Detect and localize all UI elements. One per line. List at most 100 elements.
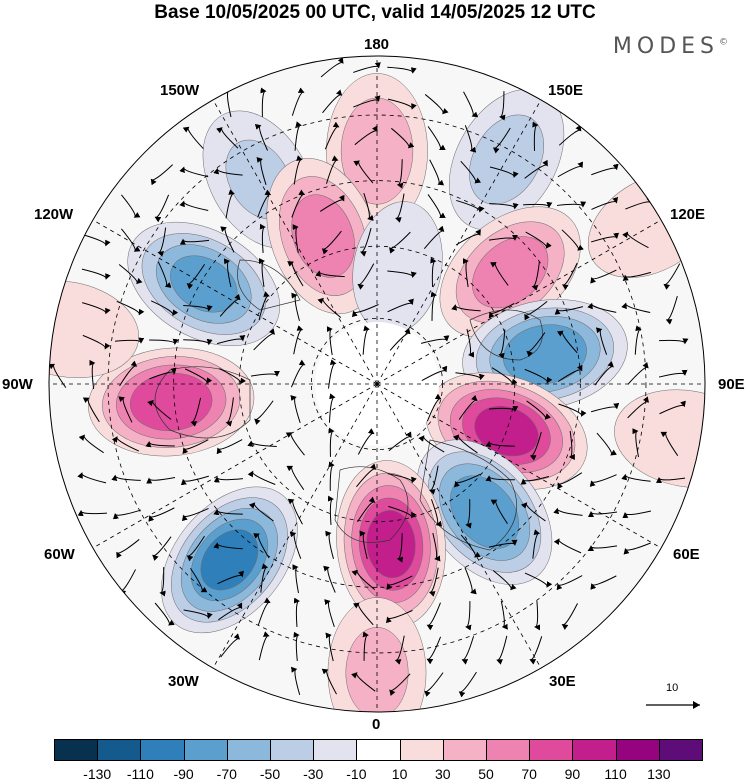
wind-arrow: [292, 224, 299, 254]
colorbar-tick-label: -10: [346, 766, 367, 782]
wind-arrow: [396, 533, 404, 563]
lon-label-120e: 120E: [670, 206, 706, 223]
wind-arrow: [182, 126, 204, 150]
wind-arrow: [216, 127, 239, 149]
wind-arrow: [557, 161, 584, 178]
wind-arrow: [596, 432, 617, 456]
wind-arrow: [556, 330, 578, 354]
wind-arrow: [259, 223, 266, 254]
wind-arrow: [290, 359, 306, 388]
wind-arrow: [387, 270, 417, 278]
wind-arrow: [588, 510, 618, 517]
wind-arrow: [660, 431, 679, 456]
wind-arrow: [324, 599, 335, 627]
wind-arrow: [184, 368, 213, 384]
colorbar-tick-label: 70: [521, 766, 537, 782]
wind-arrow: [293, 155, 303, 185]
wind-arrow: [553, 538, 582, 554]
lon-label-30w: 30W: [168, 673, 199, 690]
wind-arrow: [461, 636, 475, 665]
wind-arrow: [557, 472, 583, 490]
wind-arrow: [532, 529, 541, 559]
anomaly-center: [266, 158, 380, 315]
lon-label-90e: 90E: [718, 376, 745, 393]
wind-arrow: [254, 123, 268, 151]
wind-arrow: [220, 226, 235, 253]
wind-arrow: [315, 270, 345, 278]
wind-arrow: [488, 234, 518, 241]
wind-arrow: [225, 397, 234, 427]
land-outline: [237, 259, 301, 311]
wind-arrow: [427, 194, 446, 218]
wind-arrow: [591, 232, 620, 243]
wind-arrow: [391, 127, 415, 149]
wind-arrow: [621, 302, 651, 314]
wind-arrow: [183, 304, 213, 312]
wind-arrow: [430, 257, 437, 287]
meridian-line: [376, 219, 662, 385]
wind-arrow: [389, 673, 411, 696]
wind-arrow: [634, 325, 642, 355]
wind-arrow: [82, 234, 111, 247]
wind-arrow: [285, 432, 305, 456]
modes-logo: MODES©: [613, 34, 728, 59]
wind-arrow: [182, 439, 209, 455]
wind-arrow: [534, 600, 541, 631]
wind-arrow: [77, 509, 107, 517]
wind-arrow: [145, 441, 175, 448]
wind-arrow: [553, 507, 583, 516]
wind-arrow: [388, 431, 412, 452]
wind-arrow: [622, 271, 652, 282]
wind-arrow: [426, 636, 442, 665]
wind-arrow: [622, 231, 649, 249]
colorbar-tick-label: -110: [126, 766, 154, 782]
wind-arrow: [532, 121, 539, 151]
wind-arrow: [465, 499, 472, 529]
wind-arrow: [323, 565, 336, 593]
wind-arrow: [520, 476, 550, 485]
wind-arrow: [432, 532, 441, 562]
lon-label-60e: 60E: [673, 546, 700, 563]
colorbar-tick-labels: -130 -110 -90 -70 -50 -30 -10 10 30 50 70 90 110 130: [0, 766, 750, 784]
wind-arrow: [289, 531, 302, 559]
wind-arrow: [328, 393, 336, 423]
colorbar-segment: [486, 739, 531, 761]
lon-label-150e: 150E: [548, 82, 584, 99]
wind-arrow: [462, 258, 469, 288]
wind-arrow: [428, 465, 439, 495]
wind-arrow: [154, 602, 175, 626]
wind-arrow: [179, 166, 209, 178]
wind-arrow: [321, 230, 342, 255]
wind-arrow: [396, 159, 404, 189]
wind-arrow: [321, 668, 337, 695]
wind-arrow: [287, 261, 304, 287]
wind-arrow: [426, 393, 442, 422]
wind-arrow: [524, 572, 553, 588]
wind-arrow: [485, 475, 515, 482]
wind-arrow: [49, 363, 67, 388]
wind-arrow: [121, 194, 141, 218]
anomaly-contour: [614, 389, 705, 488]
colorbar-segment: [183, 739, 228, 761]
wind-arrow: [256, 157, 267, 185]
wind-arrow: [525, 231, 552, 249]
meridian-line: [92, 383, 378, 549]
brand-text: MODES: [612, 34, 719, 59]
wind-arrow: [82, 397, 100, 423]
wind-arrow: [357, 428, 375, 455]
wind-arrow: [290, 395, 301, 423]
wind-arrow: [179, 238, 210, 245]
wind-arrow: [327, 495, 334, 525]
wind-arrow: [357, 263, 375, 290]
wind-arrow: [488, 302, 515, 319]
lon-label-60w: 60W: [44, 546, 75, 563]
wind-arrow: [218, 602, 243, 621]
wind-arrow: [291, 87, 305, 116]
wind-arrow: [320, 57, 344, 78]
wind-arrow: [352, 602, 374, 626]
wind-arrow: [499, 91, 506, 121]
wind-arrow: [451, 304, 481, 312]
wind-arrow: [356, 463, 377, 488]
wind-arrow: [253, 533, 270, 559]
latitude-circle: [310, 317, 443, 450]
